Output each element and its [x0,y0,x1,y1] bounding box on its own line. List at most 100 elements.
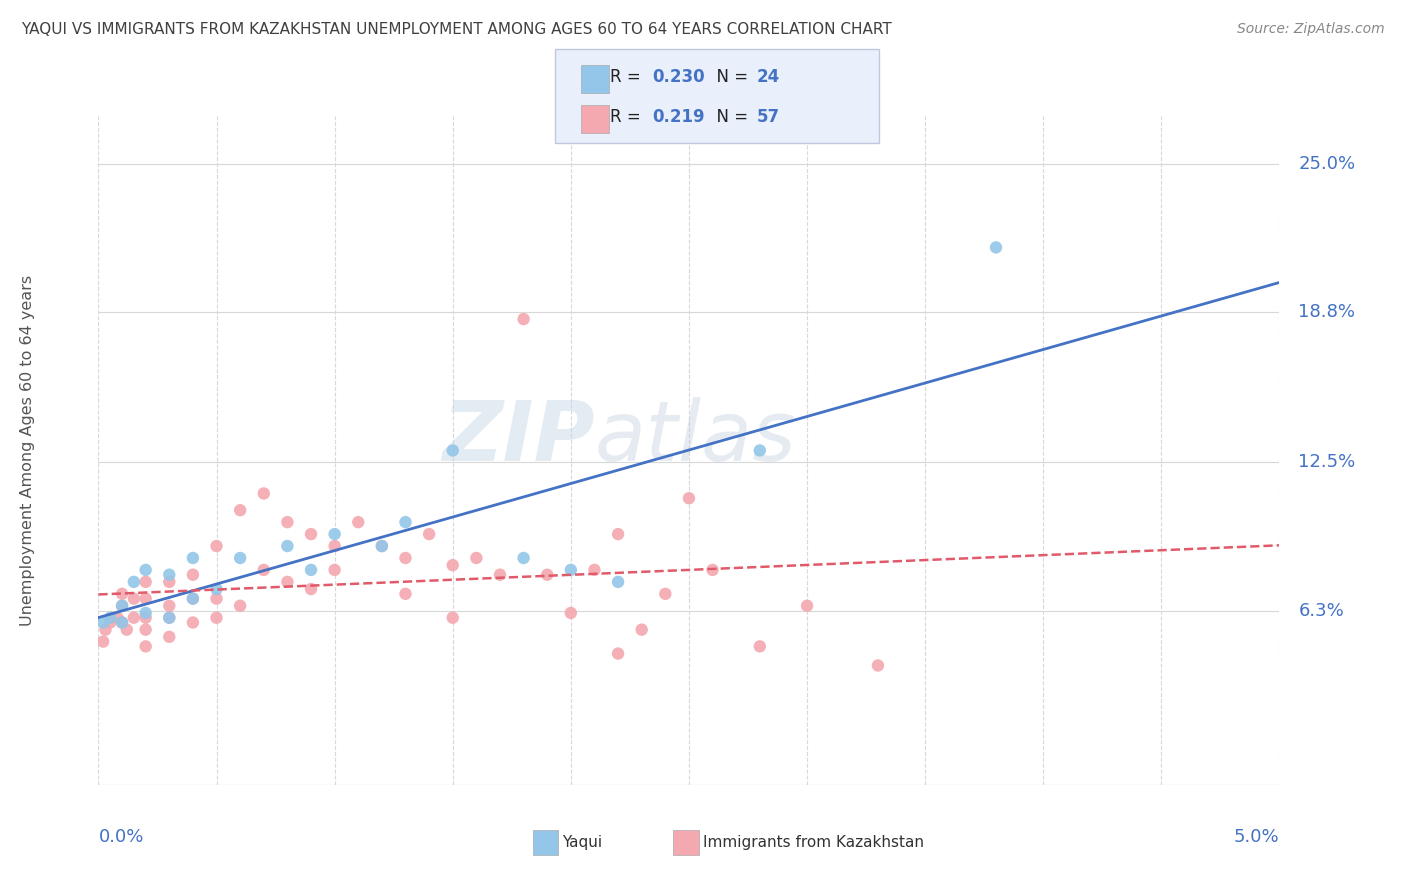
Point [347,515,370,529]
Point [630,623,652,637]
Point [702,563,724,577]
Point [678,491,700,506]
Point [512,312,534,326]
Point [181,615,204,630]
Point [796,599,818,613]
Text: 0.219: 0.219 [652,108,704,126]
Point [181,591,204,606]
Point [157,599,180,613]
Point [607,647,630,661]
Point [205,611,228,625]
Text: Unemployment Among Ages 60 to 64 years: Unemployment Among Ages 60 to 64 years [20,275,35,626]
Point [654,587,676,601]
Point [229,599,252,613]
Point [111,615,134,630]
Point [607,574,630,589]
Text: Yaqui: Yaqui [562,836,603,850]
Point [560,606,582,620]
Point [94,623,117,637]
Point [111,599,134,613]
Point [748,640,770,654]
Point [441,443,464,458]
Text: 5.0%: 5.0% [1234,828,1279,846]
Text: 6.3%: 6.3% [1298,601,1344,620]
Point [441,558,464,573]
Point [157,574,180,589]
Point [135,563,157,577]
Point [323,527,346,541]
Point [135,574,157,589]
Point [465,551,488,566]
Text: R =: R = [610,108,651,126]
Point [205,539,228,553]
Point [371,539,394,553]
Point [135,640,157,654]
Point [98,611,121,625]
Point [394,587,416,601]
Point [157,611,180,625]
Point [607,527,630,541]
Point [583,563,606,577]
Point [115,623,138,637]
Text: ZIP: ZIP [441,397,595,477]
Text: 57: 57 [756,108,779,126]
Point [157,611,180,625]
Text: 12.5%: 12.5% [1298,453,1355,471]
Point [91,634,114,648]
Point [323,563,346,577]
Point [122,591,145,606]
Point [181,551,204,566]
Text: Immigrants from Kazakhstan: Immigrants from Kazakhstan [703,836,924,850]
Point [111,615,134,630]
Point [205,582,228,596]
Text: 18.8%: 18.8% [1298,303,1355,321]
Point [489,567,512,582]
Point [253,563,276,577]
Text: atlas: atlas [595,397,796,477]
Point [98,615,121,630]
Point [536,567,558,582]
Text: N =: N = [706,108,754,126]
Point [105,611,128,625]
Point [984,240,1007,254]
Point [394,551,416,566]
Point [748,443,770,458]
Point [135,591,157,606]
Point [157,567,180,582]
Text: 0.0%: 0.0% [98,828,143,846]
Point [418,527,440,541]
Point [181,591,204,606]
Point [299,582,322,596]
Point [560,563,582,577]
Point [253,486,276,500]
Point [91,615,114,630]
Point [111,587,134,601]
Point [229,503,252,517]
Text: 0.230: 0.230 [652,69,704,87]
Point [276,515,298,529]
Point [157,630,180,644]
Text: 24: 24 [756,69,780,87]
Text: R =: R = [610,69,651,87]
Point [299,527,322,541]
Point [512,551,534,566]
Text: N =: N = [706,69,754,87]
Point [122,574,145,589]
Text: 25.0%: 25.0% [1298,154,1355,173]
Point [866,658,889,673]
Point [276,574,298,589]
Text: YAQUI VS IMMIGRANTS FROM KAZAKHSTAN UNEMPLOYMENT AMONG AGES 60 TO 64 YEARS CORRE: YAQUI VS IMMIGRANTS FROM KAZAKHSTAN UNEM… [21,22,891,37]
Point [111,599,134,613]
Point [181,567,204,582]
Point [135,606,157,620]
Text: Source: ZipAtlas.com: Source: ZipAtlas.com [1237,22,1385,37]
Point [394,515,416,529]
Point [229,551,252,566]
Point [323,539,346,553]
Point [299,563,322,577]
Point [276,539,298,553]
Point [135,611,157,625]
Point [441,611,464,625]
Point [135,623,157,637]
Point [122,611,145,625]
